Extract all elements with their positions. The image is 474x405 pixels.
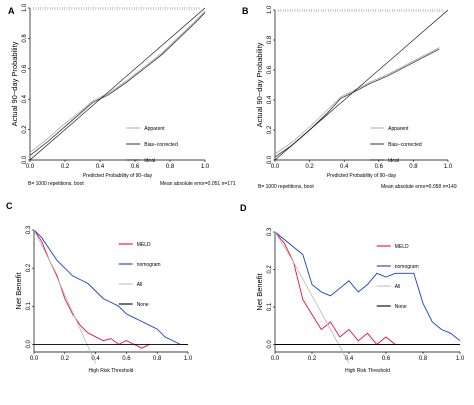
panel-d: D 0.0 0.2 0.4 0.6 0.8 1.0 0.0 0.1 0.2 0.3 High Risk…	[240, 203, 465, 374]
x-tick-label: 0.6	[375, 164, 384, 170]
y-tick-label: 0.2	[26, 263, 32, 272]
legend-label: nomogram	[137, 262, 161, 268]
y-tick-label: 0.3	[26, 225, 32, 234]
x-tick-label: 0.4	[345, 356, 354, 362]
series-line-all	[33, 229, 96, 364]
legend-label: All	[137, 282, 143, 288]
x-axis-title: Predicted Probability of 90−day	[327, 173, 397, 179]
x-tick-label: 0.2	[305, 164, 314, 170]
rug-marks	[278, 9, 443, 12]
x-tick-label: 0.8	[166, 164, 175, 170]
y-tick-label: 0.0	[267, 155, 273, 164]
legend: Apparent Bias−corrected Ideal	[126, 126, 178, 164]
panel-label: A	[8, 6, 15, 16]
x-tick-label: 0.0	[26, 164, 35, 170]
x-tick-label: 0.2	[61, 356, 70, 362]
note-repetitions: B= 1000 repetitions, boot	[258, 184, 314, 190]
rug-marks	[33, 7, 200, 10]
series-line-nomogram	[274, 231, 461, 342]
x-tick-label: 0.2	[308, 356, 317, 362]
series-line-meld	[274, 231, 396, 346]
panel-b: B 0.0 0.2 0.4 0.6 0.8 1.0 0.0 0.2 0.4 0.6 0.8 1.0 Pre…	[242, 5, 457, 190]
y-tick-label: 1.0	[22, 3, 28, 12]
x-tick-label: 0.8	[153, 356, 162, 362]
y-tick-label: 0.2	[267, 265, 273, 274]
x-tick-label: 0.0	[271, 356, 280, 362]
y-tick-label: 0.1	[26, 301, 32, 310]
legend-label: None	[395, 304, 407, 310]
legend-label: Apparent	[144, 126, 165, 132]
series-line-nomogram	[33, 229, 188, 345]
y-axis-title: Net Benefit	[14, 272, 23, 310]
note-error: Mean absolute error=0.051 n=171	[160, 181, 236, 187]
legend-label: nomogram	[395, 264, 419, 270]
series-line-ideal	[274, 9, 449, 161]
x-tick-label: 0.8	[419, 356, 428, 362]
x-tick-label: 0.6	[382, 356, 391, 362]
y-axis-title: Actual 90−day Probability	[10, 41, 19, 126]
y-axis-title: Net Benefit	[255, 273, 264, 311]
legend-label: All	[395, 284, 401, 290]
x-tick-label: 1.0	[456, 356, 465, 362]
x-axis-title: High Risk Threshold	[89, 368, 134, 374]
y-tick-label: 0.8	[267, 35, 273, 44]
note-error: Mean absolute error=0.058 n=149	[381, 184, 457, 190]
y-tick-label: 0.3	[267, 227, 273, 236]
y-tick-label: 0.4	[267, 95, 273, 104]
x-tick-label: 0.8	[409, 164, 418, 170]
x-tick-label: 0.0	[30, 356, 39, 362]
x-axis-title: Predicted Probability of 90−day	[83, 173, 153, 179]
y-tick-label: 0.4	[22, 94, 28, 103]
legend: MELD nomogram All None	[118, 242, 161, 308]
y-tick-label: 0.6	[22, 64, 28, 73]
series-line-bias-corrected	[274, 48, 440, 158]
x-tick-label: 0.2	[61, 164, 70, 170]
y-tick-label: 0.0	[26, 340, 32, 349]
x-tick-label: 0.4	[340, 164, 349, 170]
legend-label: Ideal	[144, 158, 155, 164]
series-line-apparent	[29, 10, 206, 153]
x-tick-label: 0.4	[96, 164, 105, 170]
note-repetitions: B= 1000 repetitions, boot	[28, 181, 84, 187]
y-tick-label: 0.2	[267, 125, 273, 134]
x-axis-title: High Risk Threshold	[345, 368, 390, 374]
x-tick-label: 1.0	[444, 164, 453, 170]
legend: MELD nomogram All None	[376, 244, 419, 310]
legend-label: Apparent	[388, 126, 409, 132]
legend-label: MELD	[137, 242, 151, 248]
series-line-all	[274, 231, 350, 364]
x-tick-label: 0.0	[271, 164, 280, 170]
legend-label: MELD	[395, 244, 409, 250]
y-tick-label: 0.2	[22, 125, 28, 134]
y-tick-label: 0.1	[267, 302, 273, 311]
y-tick-label: 0.6	[267, 65, 273, 74]
panel-a: A 0.0 0.2 0.4 0.6 0.8 1.0 0.0 0.2 0.4 0.6 0.8 1.0 Pre…	[8, 3, 236, 187]
series-line-ideal	[29, 7, 206, 161]
panel-label: B	[242, 6, 249, 16]
legend-label: Ideal	[388, 158, 399, 164]
legend-label: Bias−corrected	[144, 142, 178, 148]
legend-label: Bias−corrected	[388, 142, 422, 148]
series-line-meld	[33, 229, 150, 349]
x-tick-label: 1.0	[201, 164, 210, 170]
panel-c: C 0.0 0.2 0.4 0.6 0.8 1.0 0.0 0.1 0.2 0.3 High Risk…	[6, 201, 193, 374]
y-tick-label: 1.0	[267, 5, 273, 14]
series-line-bias-corrected	[29, 12, 206, 156]
y-tick-label: 0.8	[22, 34, 28, 43]
x-tick-label: 0.6	[131, 164, 140, 170]
x-tick-label: 0.6	[122, 356, 131, 362]
legend: Apparent Bias−corrected Ideal	[370, 126, 422, 164]
panel-label: C	[6, 201, 13, 211]
panel-label: D	[240, 203, 247, 213]
y-tick-label: 0.0	[22, 155, 28, 164]
y-tick-label: 0.0	[267, 340, 273, 349]
y-axis-title: Actual 90−day Probability	[255, 42, 264, 127]
x-tick-label: 0.4	[91, 356, 100, 362]
x-tick-label: 1.0	[184, 356, 193, 362]
legend-label: None	[137, 302, 149, 308]
series-line-apparent	[274, 47, 440, 155]
